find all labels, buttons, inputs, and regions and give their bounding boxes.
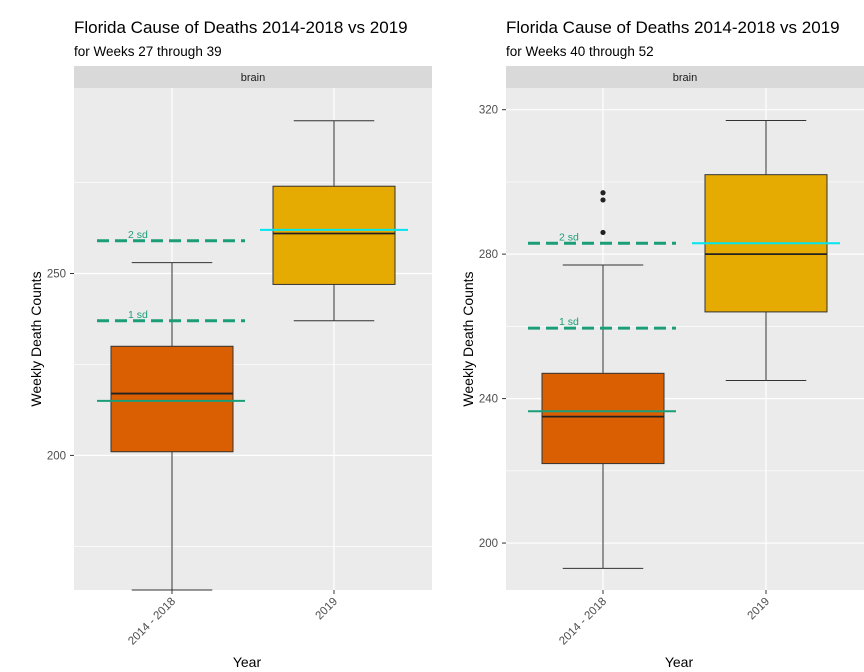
y-axis-title: Weekly Death Counts bbox=[460, 271, 476, 406]
facet-strip bbox=[74, 66, 432, 88]
sd-label: 1 sd bbox=[559, 316, 579, 328]
x-axis-title: Year bbox=[665, 654, 694, 670]
chart-title: Florida Cause of Deaths 2014-2018 vs 201… bbox=[74, 18, 408, 37]
plot-panel bbox=[74, 88, 432, 590]
facet-label: brain bbox=[241, 72, 265, 84]
y-tick-label: 320 bbox=[479, 105, 498, 117]
box-body bbox=[272, 185, 396, 285]
outlier-point bbox=[600, 190, 606, 196]
outlier-point bbox=[600, 229, 606, 236]
x-tick-label: 2019 bbox=[746, 596, 773, 623]
y-tick-label: 200 bbox=[479, 538, 498, 550]
y-tick-label: 280 bbox=[479, 249, 498, 261]
x-tick-label: 2019 bbox=[314, 596, 341, 623]
box-body bbox=[541, 372, 665, 465]
facet-strip bbox=[506, 66, 864, 88]
chart-subtitle: for Weeks 27 through 39 bbox=[74, 44, 222, 59]
x-axis-title: Year bbox=[233, 654, 262, 670]
y-tick-label: 200 bbox=[47, 450, 66, 462]
sd-label: 2 sd bbox=[559, 231, 579, 243]
box-body bbox=[110, 345, 234, 453]
sd-label: 1 sd bbox=[128, 309, 148, 321]
chart-title: Florida Cause of Deaths 2014-2018 vs 201… bbox=[506, 18, 840, 37]
sd-label: 2 sd bbox=[128, 229, 148, 241]
plot-panel bbox=[506, 88, 864, 590]
facet-label: brain bbox=[673, 72, 697, 84]
y-tick-label: 250 bbox=[47, 269, 66, 281]
y-tick-label: 240 bbox=[479, 394, 498, 406]
y-axis-title: Weekly Death Counts bbox=[28, 271, 44, 406]
x-tick-label: 2014 - 2018 bbox=[126, 596, 178, 648]
chart-subtitle: for Weeks 40 through 52 bbox=[506, 44, 654, 59]
outlier-point bbox=[600, 197, 606, 203]
x-tick-label: 2014 - 2018 bbox=[557, 596, 609, 648]
